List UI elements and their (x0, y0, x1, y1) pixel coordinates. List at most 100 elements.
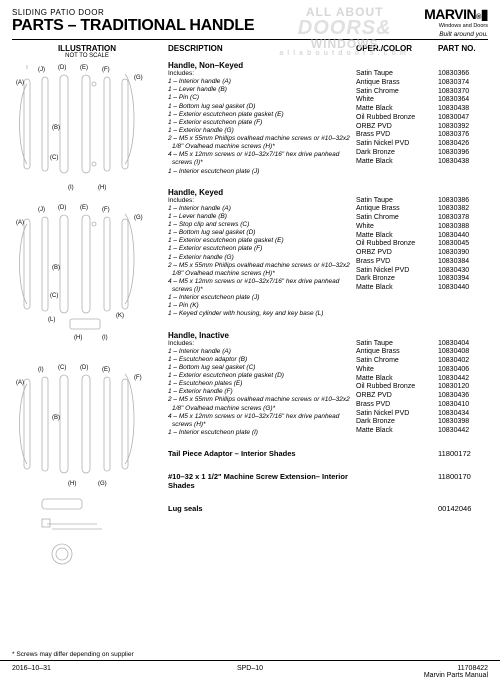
includes-item: 1 – Exterior escutcheon plate gasket (D) (168, 372, 356, 380)
part-number: 10830408 (438, 348, 488, 357)
part-number: 10830045 (438, 240, 488, 249)
part-number: 10830378 (438, 214, 488, 223)
partno-column: 1083038610830382108303781083038810830440… (438, 197, 488, 319)
finish-value: ORBZ PVD (356, 249, 438, 258)
svg-text:(E): (E) (80, 205, 88, 211)
finish-value: ORBZ PVD (356, 392, 438, 401)
partno-column: 1083036610830374108303701083036410830438… (438, 70, 488, 176)
finish-value: Satin Nickel PVD (356, 267, 438, 276)
simple-row-label: #10–32 x 1 1/2" Machine Screw Extension–… (168, 472, 356, 490)
main-layout: ILLUSTRATION NOT TO SCALE (A (0, 40, 500, 629)
brand-sub: Windows and Doors (424, 23, 488, 29)
finish-value: Satin Taupe (356, 70, 438, 79)
finish-value: White (356, 223, 438, 232)
part-number: 10830392 (438, 123, 488, 132)
svg-text:(H): (H) (98, 185, 106, 191)
finish-value: Brass PVD (356, 258, 438, 267)
includes-item: 1 – Bottom lug seal gasket (D) (168, 103, 356, 111)
includes-item: 1 – Exterior escutcheon plate (F) (168, 245, 356, 253)
illustration-area: (A) (J) (D) (E) (F) (G) (B) (I) (H) (C) (12, 59, 162, 629)
includes-item: 1 – Bottom lug seal gasket (C) (168, 364, 356, 372)
simple-row-label: Tail Piece Adaptor – Interior Shades (168, 449, 356, 458)
svg-text:(E): (E) (102, 367, 110, 373)
includes-item: 1 – Exterior escutcheon plate gasket (E) (168, 237, 356, 245)
finish-value: Brass PVD (356, 401, 438, 410)
includes-item: 1 – Exterior handle (G) (168, 254, 356, 262)
part-number: 10830398 (438, 418, 488, 427)
includes-item: 1 – Interior escutcheon plate (J) (168, 168, 356, 176)
finish-value: Antique Brass (356, 348, 438, 357)
svg-text:(D): (D) (58, 65, 66, 71)
part-number: 10830426 (438, 140, 488, 149)
svg-text:(G): (G) (134, 215, 143, 221)
part-number: 10830438 (438, 158, 488, 167)
part-number: 10830364 (438, 96, 488, 105)
illus-header: ILLUSTRATION (12, 44, 162, 53)
simple-row-part: 11800170 (438, 472, 488, 490)
includes-item: 1 – Interior escutcheon plate (I) (168, 429, 356, 437)
header-title: PARTS – TRADITIONAL HANDLE (12, 17, 488, 35)
illustration-column: ILLUSTRATION NOT TO SCALE (A (12, 44, 162, 629)
part-number: 10830376 (438, 131, 488, 140)
finish-value: Satin Nickel PVD (356, 140, 438, 149)
part-number: 10830394 (438, 275, 488, 284)
part-number: 10830410 (438, 401, 488, 410)
finish-value: Satin Taupe (356, 197, 438, 206)
finish-value: Antique Brass (356, 79, 438, 88)
finish-value: Satin Chrome (356, 214, 438, 223)
includes-item: 1 – Interior escutcheon plate (J) (168, 294, 356, 302)
includes-item: 1 – Pin (C) (168, 94, 356, 102)
finish-value: Satin Taupe (356, 340, 438, 349)
svg-text:(C): (C) (50, 155, 58, 161)
includes-label: Includes: (168, 340, 356, 348)
part-number: 10830120 (438, 383, 488, 392)
includes-item: 1 – Keyed cylinder with housing, key and… (168, 310, 356, 318)
includes-item: 1 – Exterior escutcheon plate (F) (168, 119, 356, 127)
svg-text:(F): (F) (102, 67, 110, 73)
brand-tag: Built around you. (424, 31, 488, 38)
footer-page: SPD–10 (171, 665, 330, 680)
finish-value: Matte Black (356, 158, 438, 167)
svg-text:(K): (K) (116, 313, 124, 319)
svg-text:(B): (B) (52, 415, 60, 421)
part-number: 10830374 (438, 79, 488, 88)
includes-item: 1 – Pin (K) (168, 302, 356, 310)
footer-right: 11708422 Marvin Parts Manual (329, 665, 488, 680)
includes-list: Includes:1 – Interior handle (A)1 – Escu… (168, 340, 356, 438)
part-number: 10830382 (438, 205, 488, 214)
includes-item: 1 – Lever handle (B) (168, 213, 356, 221)
includes-item: 1 – Bottom lug seal gasket (D) (168, 229, 356, 237)
section-title: Handle, Non–Keyed (168, 61, 488, 70)
includes-item: 4 – M5 x 12mm screws or #10–32x7/16" hex… (168, 278, 356, 294)
watermark-tag: allaboutdoors.com (279, 50, 410, 57)
finish-value: Satin Chrome (356, 88, 438, 97)
simple-row-part: 00142046 (438, 504, 488, 513)
page-footer: 2016–10–31 SPD–10 11708422 Marvin Parts … (0, 660, 500, 682)
simple-part-row: #10–32 x 1 1/2" Machine Screw Extension–… (168, 472, 488, 490)
svg-text:(B): (B) (52, 265, 60, 271)
includes-label: Includes: (168, 197, 356, 205)
part-number: 10830370 (438, 88, 488, 97)
part-number: 10830442 (438, 427, 488, 436)
finish-value: Matte Black (356, 105, 438, 114)
finish-value: Matte Black (356, 427, 438, 436)
part-number: 10830442 (438, 375, 488, 384)
watermark-sub: WINDOWS (279, 38, 410, 50)
section-title: Handle, Keyed (168, 188, 488, 197)
part-number: 10830438 (438, 105, 488, 114)
part-number: 10830406 (438, 366, 488, 375)
includes-item: 1 – Exterior escutcheon plate gasket (E) (168, 111, 356, 119)
finish-value: Matte Black (356, 284, 438, 293)
svg-text:(J): (J) (38, 207, 45, 213)
finish-value: Oil Rubbed Bronze (356, 114, 438, 123)
footnote: * Screws may differ depending on supplie… (12, 651, 134, 658)
finish-value: Oil Rubbed Bronze (356, 240, 438, 249)
includes-label: Includes: (168, 70, 356, 78)
svg-text:(C): (C) (50, 293, 58, 299)
finish-value: Oil Rubbed Bronze (356, 383, 438, 392)
svg-text:(B): (B) (52, 125, 60, 131)
svg-text:(A): (A) (16, 80, 24, 86)
svg-text:(G): (G) (134, 75, 143, 81)
svg-text:(I): (I) (68, 185, 74, 191)
finish-value: Brass PVD (356, 131, 438, 140)
